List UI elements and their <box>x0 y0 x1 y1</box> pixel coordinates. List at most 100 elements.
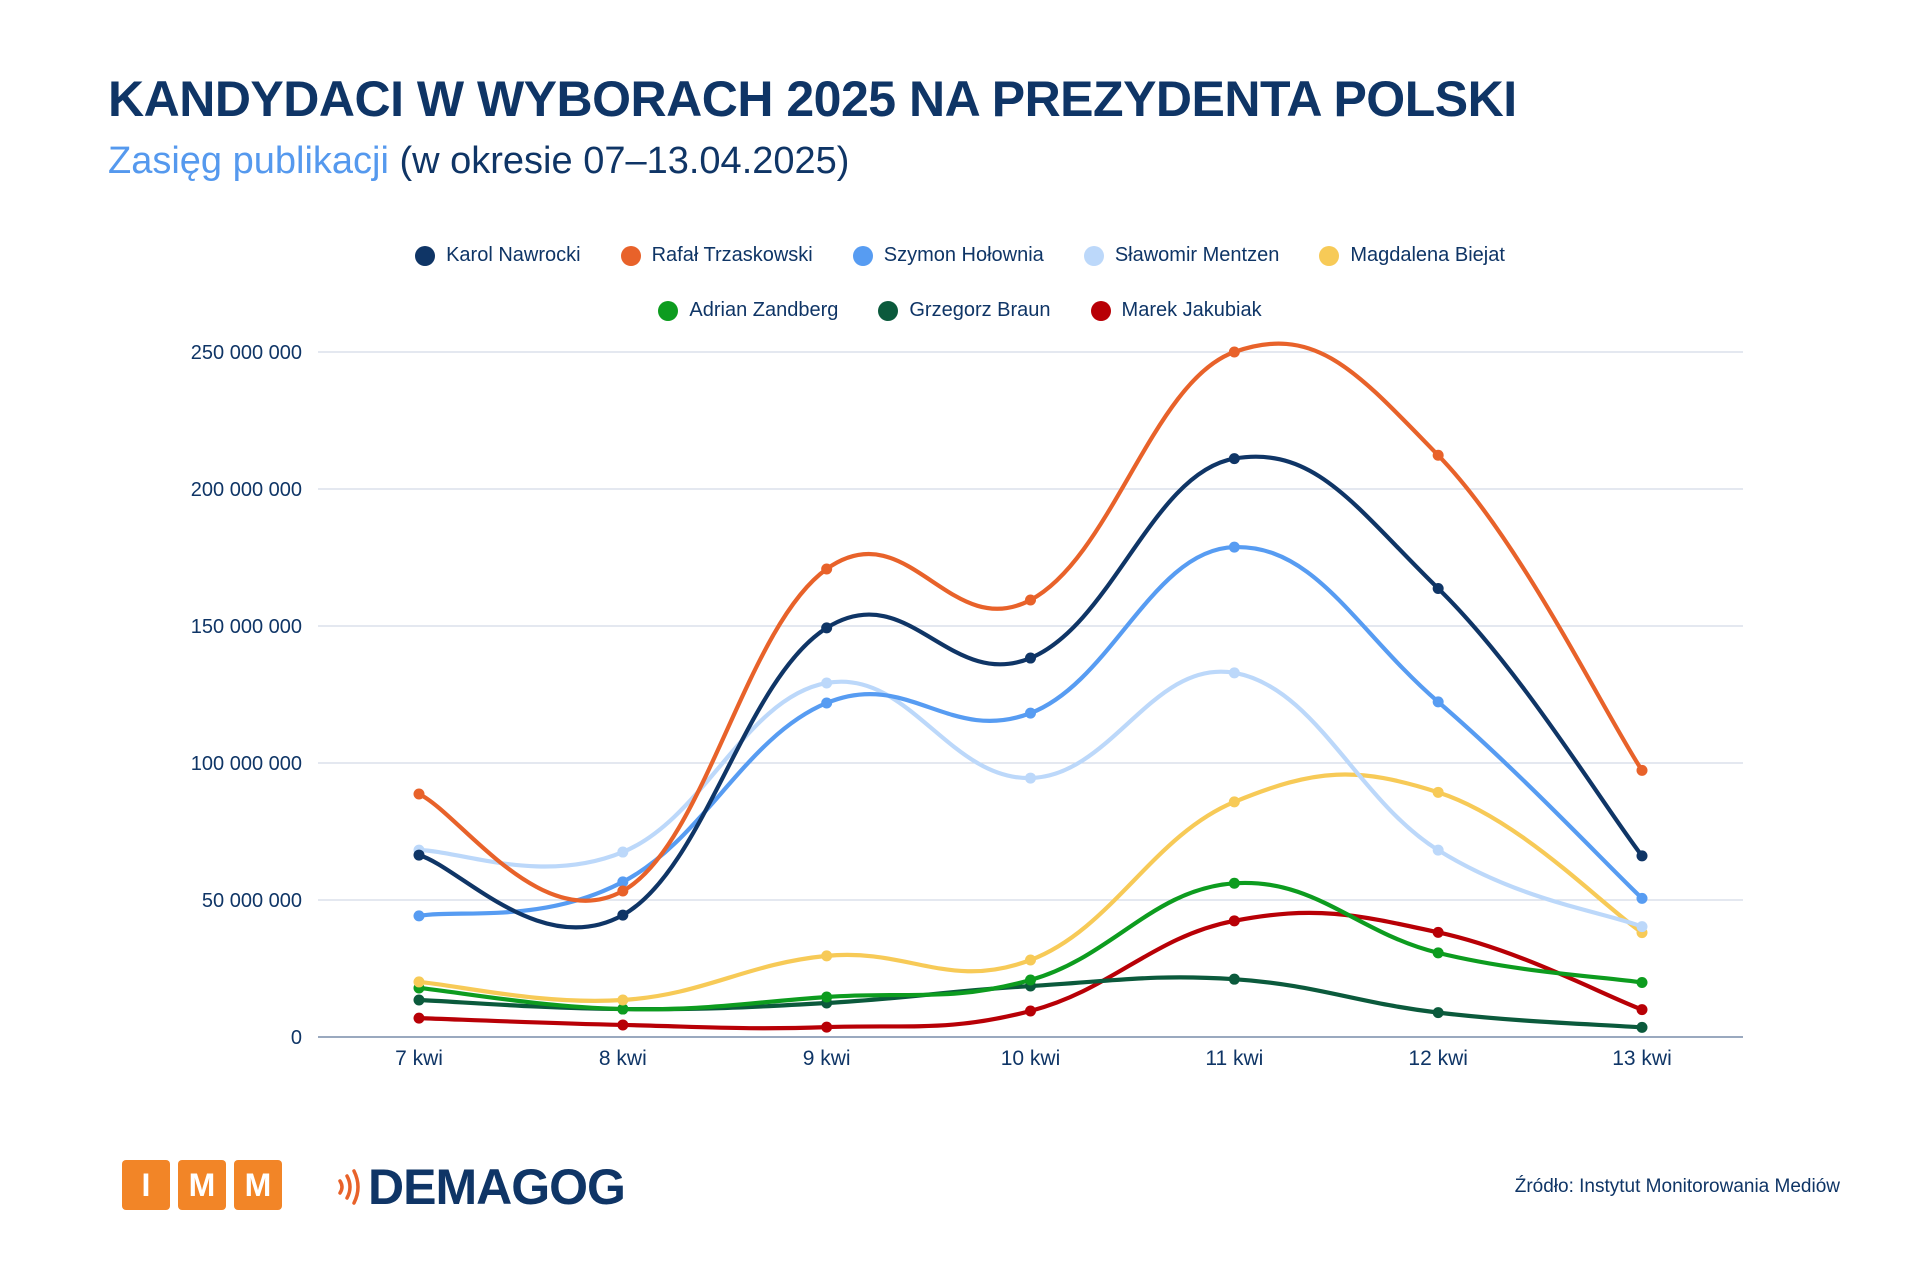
legend-item: Adrian Zandberg <box>658 299 838 322</box>
legend-item: Szymon Hołownia <box>852 244 1044 267</box>
x-tick-label: 8 kwi <box>599 1047 647 1070</box>
data-point <box>617 885 629 897</box>
data-point <box>1636 764 1648 776</box>
data-point <box>821 622 833 634</box>
demagog-logo: DEMAGOG <box>334 1158 626 1216</box>
data-point <box>1228 915 1240 927</box>
data-point <box>617 1003 629 1015</box>
legend-marker-icon <box>620 245 641 266</box>
data-point <box>617 846 629 858</box>
data-point <box>1432 786 1444 798</box>
data-point <box>1432 1007 1444 1019</box>
legend-label: Marek Jakubiak <box>1121 299 1262 321</box>
chart-title: KANDYDACI W WYBORACH 2025 NA PREZYDENTA … <box>108 71 1517 127</box>
data-point <box>1025 1005 1036 1017</box>
data-point <box>1228 667 1240 679</box>
data-point <box>617 994 629 1006</box>
legend-item: Sławomir Mentzen <box>1083 244 1280 267</box>
data-point <box>1025 974 1036 986</box>
x-tick-label: 13 kwi <box>1612 1047 1672 1070</box>
imm-logo: I M M <box>122 1160 282 1210</box>
series-szymon-ho-ownia <box>413 541 1648 922</box>
legend-label: Rafał Trzaskowski <box>651 244 813 266</box>
data-point <box>1636 1004 1648 1016</box>
x-tick-label: 9 kwi <box>803 1047 851 1070</box>
y-tick-label: 0 <box>291 1027 302 1049</box>
x-tick-label: 7 kwi <box>395 1047 443 1070</box>
data-point <box>413 994 425 1006</box>
data-point <box>413 910 425 922</box>
data-point <box>821 950 833 962</box>
legend-item: Grzegorz Braun <box>878 299 1051 322</box>
data-point <box>1228 346 1240 358</box>
data-point <box>413 788 425 800</box>
data-point <box>1432 844 1444 856</box>
legend-label: Karol Nawrocki <box>446 244 581 266</box>
subtitle-accent: Zasięg publikacji <box>108 140 389 182</box>
data-point <box>1636 921 1648 933</box>
data-point <box>1432 582 1444 594</box>
data-point <box>1636 892 1648 904</box>
data-point <box>1636 976 1648 988</box>
source-note: Źródło: Instytut Monitorowania Mediów <box>1514 1176 1840 1197</box>
data-point <box>1228 877 1240 889</box>
data-point <box>1636 1021 1648 1033</box>
data-point <box>617 909 629 921</box>
data-point <box>821 1021 833 1033</box>
demagog-wordmark: DEMAGOG <box>368 1159 626 1215</box>
y-tick-label: 50 000 000 <box>202 890 302 912</box>
y-tick-label: 250 000 000 <box>191 342 302 364</box>
data-point <box>413 849 425 861</box>
legend-item: Marek Jakubiak <box>1090 299 1262 322</box>
broadcast-waves-icon <box>338 1169 360 1205</box>
data-point <box>413 976 425 988</box>
legend-marker-icon <box>1083 245 1104 266</box>
x-tick-label: 12 kwi <box>1408 1047 1468 1070</box>
series-line <box>416 454 1645 930</box>
legend-marker-icon <box>1319 245 1340 266</box>
series-karol-nawrocki <box>413 453 1648 930</box>
legend-row-1: Karol Nawrocki Rafał Trzaskowski Szymon Ho… <box>0 244 1920 267</box>
data-point <box>821 991 833 1003</box>
data-point <box>413 1012 425 1024</box>
y-tick-label: 150 000 000 <box>191 616 302 638</box>
legend-label: Grzegorz Braun <box>909 299 1051 321</box>
data-point <box>1636 850 1648 862</box>
x-tick-label: 10 kwi <box>1001 1047 1061 1070</box>
data-point <box>1025 594 1036 606</box>
series-marek-jakubiak <box>413 910 1648 1033</box>
imm-logo-letter: I <box>122 1160 170 1210</box>
legend-item: Karol Nawrocki <box>415 244 581 267</box>
data-point <box>1432 926 1444 938</box>
legend-row-2: Adrian Zandberg Grzegorz Braun Marek Jakub… <box>0 299 1920 322</box>
imm-logo-letter: M <box>234 1160 282 1210</box>
series-rafa-trzaskowski <box>413 341 1648 903</box>
legend-label: Sławomir Mentzen <box>1114 244 1280 266</box>
x-tick-label: 11 kwi <box>1205 1047 1263 1070</box>
data-point <box>1228 973 1240 985</box>
legend-item: Magdalena Biejat <box>1319 244 1505 267</box>
imm-logo-letter: M <box>178 1160 226 1210</box>
series-magdalena-biejat <box>413 772 1648 1006</box>
legend-label: Adrian Zandberg <box>689 299 839 321</box>
legend-marker-icon <box>658 300 679 321</box>
legend-marker-icon <box>1090 300 1111 321</box>
data-point <box>617 876 629 888</box>
data-point <box>1025 652 1036 664</box>
y-tick-label: 100 000 000 <box>191 753 302 775</box>
y-tick-label: 200 000 000 <box>191 479 302 501</box>
data-point <box>1432 449 1444 461</box>
data-point <box>821 563 833 575</box>
legend-marker-icon <box>415 245 436 266</box>
data-point <box>617 1019 629 1031</box>
data-point <box>1025 707 1036 719</box>
data-point <box>1432 947 1444 959</box>
series-line <box>416 341 1645 903</box>
legend-label: Magdalena Biejat <box>1350 244 1505 266</box>
data-point <box>1025 772 1036 784</box>
data-point <box>821 697 833 709</box>
legend-label: Szymon Hołownia <box>883 244 1044 266</box>
data-point <box>1432 696 1444 708</box>
series-line <box>416 772 1645 1003</box>
